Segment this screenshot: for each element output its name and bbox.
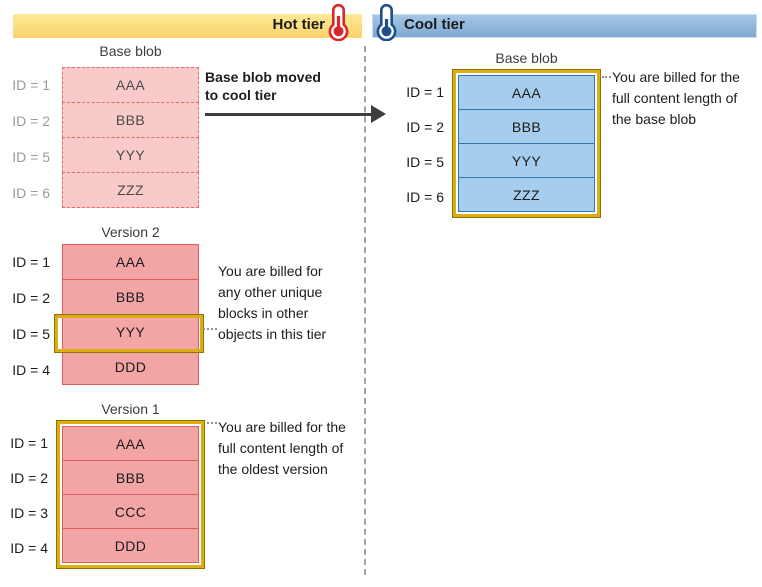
- block: BBB: [458, 109, 595, 144]
- block-id-label: ID = 3: [10, 505, 48, 521]
- block-id-label: ID = 1: [10, 435, 48, 451]
- block-id-label: ID = 2: [406, 119, 444, 135]
- arrow-caption-line: Base blob moved: [205, 69, 321, 85]
- block-id-label: ID = 1: [12, 77, 50, 93]
- note-line: objects in this tier: [218, 326, 327, 342]
- block: BBB: [62, 102, 199, 138]
- version1-note: You are billed for the full content leng…: [218, 417, 346, 480]
- cool-base-note: You are billed for the full content leng…: [612, 67, 740, 130]
- block-id-label: ID = 5: [12, 149, 50, 165]
- hot-tier-label: Hot tier: [272, 16, 326, 33]
- block-id-label: ID = 1: [406, 84, 444, 100]
- block-id-label: ID = 5: [12, 326, 50, 342]
- block-id-label: ID = 4: [10, 540, 48, 556]
- cool-thermometer-icon: [375, 3, 398, 46]
- block: YYY: [62, 314, 199, 350]
- block-id-label: ID = 4: [12, 362, 50, 378]
- tier-separator-dashed-line: [364, 46, 366, 575]
- block: YYY: [62, 137, 199, 173]
- cool-base-blob-title: Base blob: [495, 50, 558, 66]
- hot-base-blob-stack: ID = 1 ID = 2 ID = 5 ID = 6 AAA BBB YYY …: [6, 67, 199, 211]
- dotted-leader: [602, 76, 611, 78]
- note-line: blocks in other: [218, 305, 309, 321]
- arrow-caption: Base blob moved to cool tier: [205, 68, 321, 104]
- id-column: ID = 1 ID = 2 ID = 5 ID = 4: [6, 244, 62, 388]
- block-id-label: ID = 2: [10, 470, 48, 486]
- note-line: the oldest version: [218, 461, 328, 477]
- block: AAA: [458, 75, 595, 110]
- hot-thermometer-icon: [327, 3, 350, 46]
- version2-title: Version 2: [101, 224, 160, 240]
- id-column: ID = 1 ID = 2 ID = 3 ID = 4: [6, 421, 57, 566]
- note-line: full content length of: [612, 90, 738, 106]
- note-line: the base blob: [612, 111, 697, 127]
- blocks-column: AAA BBB YYY DDD: [55, 244, 203, 385]
- note-line: full content length of: [218, 440, 344, 456]
- block-id-label: ID = 1: [12, 254, 50, 270]
- dotted-leader: [207, 422, 217, 424]
- dotted-leader: [203, 328, 217, 330]
- cool-tier-bar: [372, 14, 757, 38]
- id-column: ID = 1 ID = 2 ID = 5 ID = 6: [6, 67, 62, 211]
- block: DDD: [62, 528, 199, 563]
- arrow-caption-line: to cool tier: [205, 87, 277, 103]
- id-column: ID = 1 ID = 2 ID = 5 ID = 6: [397, 70, 453, 215]
- note-line: You are billed for the: [612, 69, 740, 85]
- block-id-label: ID = 2: [12, 290, 50, 306]
- blocks-column: AAA BBB CCC DDD: [62, 426, 199, 563]
- hot-tier-bar: [13, 14, 362, 38]
- move-arrow-head-icon: [371, 105, 386, 123]
- note-line: any other unique: [218, 284, 323, 300]
- billed-stack-highlight: AAA BBB YYY ZZZ: [453, 70, 600, 217]
- block: AAA: [62, 67, 199, 103]
- move-arrow-line: [205, 113, 373, 116]
- note-line: You are billed for: [218, 263, 323, 279]
- cool-base-blob-stack: ID = 1 ID = 2 ID = 5 ID = 6 AAA BBB YYY …: [397, 70, 600, 217]
- block-id-label: ID = 6: [12, 185, 50, 201]
- block: BBB: [62, 279, 199, 315]
- block: ZZZ: [458, 177, 595, 212]
- note-line: You are billed for the: [218, 419, 346, 435]
- billed-stack-highlight: AAA BBB CCC DDD: [57, 421, 204, 568]
- block: CCC: [62, 494, 199, 529]
- block: ZZZ: [62, 172, 199, 208]
- block: AAA: [62, 426, 199, 461]
- version2-stack: ID = 1 ID = 2 ID = 5 ID = 4 AAA BBB YYY …: [6, 244, 203, 388]
- blocks-column: AAA BBB YYY ZZZ: [62, 67, 199, 208]
- version1-title: Version 1: [101, 401, 160, 417]
- block-id-label: ID = 2: [12, 113, 50, 129]
- block: DDD: [62, 349, 199, 385]
- block: BBB: [62, 460, 199, 495]
- version1-stack: ID = 1 ID = 2 ID = 3 ID = 4 AAA BBB CCC …: [6, 421, 204, 568]
- block: YYY: [458, 143, 595, 178]
- blocks-column: AAA BBB YYY ZZZ: [458, 75, 595, 212]
- block-id-label: ID = 6: [406, 189, 444, 205]
- cool-tier-label: Cool tier: [404, 16, 465, 33]
- hot-base-blob-title: Base blob: [99, 43, 162, 59]
- block: AAA: [62, 244, 199, 280]
- block-id-label: ID = 5: [406, 154, 444, 170]
- version2-note: You are billed for any other unique bloc…: [218, 261, 326, 345]
